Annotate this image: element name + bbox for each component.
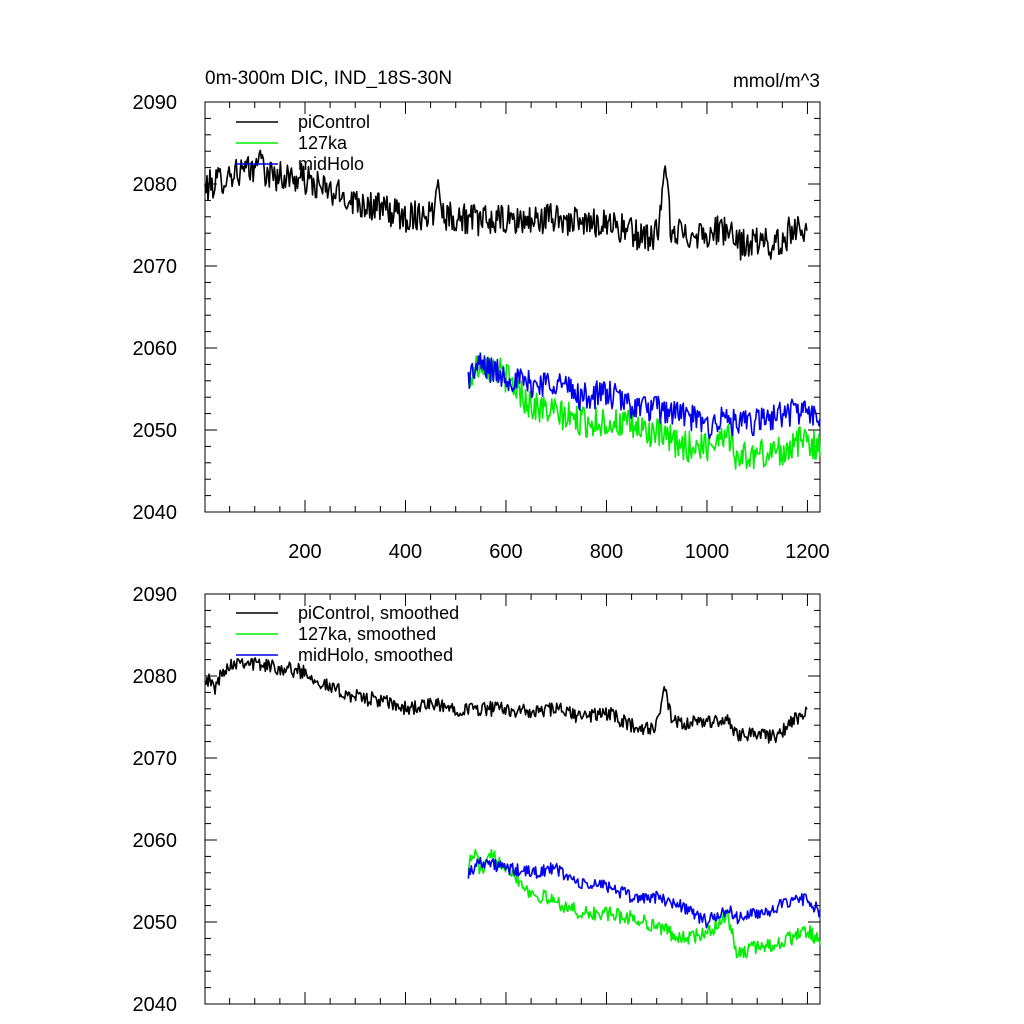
- y-tick-label: 2060: [133, 830, 178, 852]
- y-tick-label: 2060: [133, 338, 178, 360]
- series-line: [467, 848, 821, 959]
- x-tick-label: 1200: [785, 541, 830, 563]
- legend-label: midHolo, smoothed: [298, 645, 453, 665]
- y-tick-label: 2050: [133, 912, 178, 934]
- y-tick-label: 2090: [133, 584, 178, 606]
- panel-raw: 2040 2050 2060 2070 2080 2090 200 400 600 800 1000…: [133, 92, 830, 563]
- x-tick-label: 600: [489, 541, 522, 563]
- y-tick-label: 2090: [133, 92, 178, 114]
- x-tick-label: 400: [389, 541, 422, 563]
- series-line: [467, 352, 821, 440]
- series-line: [204, 657, 808, 744]
- units-label: mmol/m^3: [733, 71, 820, 92]
- chart-title: 0m-300m DIC, IND_18S-30N: [205, 68, 452, 89]
- legend-label: 127ka, smoothed: [298, 624, 436, 644]
- legend-label: piControl, smoothed: [298, 603, 459, 623]
- y-tick-label: 2080: [133, 666, 178, 688]
- x-tick-label: 1000: [685, 541, 730, 563]
- x-tick-label: 800: [590, 541, 623, 563]
- y-tick-label: 2080: [133, 174, 178, 196]
- y-tick-label: 2050: [133, 420, 178, 442]
- series-line: [467, 352, 821, 470]
- legend-label: piControl: [298, 112, 370, 132]
- y-tick-label: 2070: [133, 256, 178, 278]
- series-line: [467, 856, 821, 929]
- plot-frame: [204, 593, 821, 1005]
- y-tick-label: 2040: [133, 502, 178, 524]
- series-line: [204, 149, 808, 261]
- plot-frame: [204, 101, 821, 513]
- y-tick-label: 2040: [133, 994, 178, 1016]
- legend-label: midHolo: [298, 154, 364, 174]
- panel-smoothed: 2040 2050 2060 2070 2080 2090 piControl, smoot…: [133, 584, 821, 1016]
- legend-label: 127ka: [298, 133, 348, 153]
- x-tick-label: 200: [288, 541, 321, 563]
- y-tick-label: 2070: [133, 748, 178, 770]
